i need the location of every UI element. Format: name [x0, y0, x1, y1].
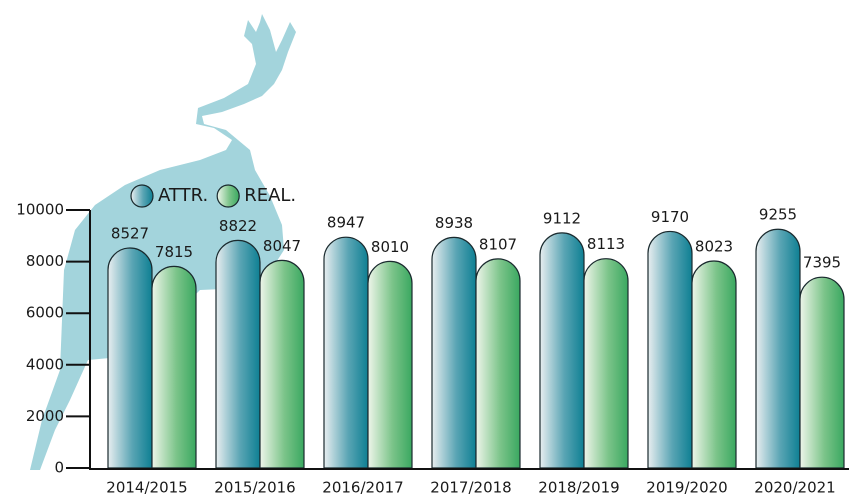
y-tick-label: 8000 [26, 252, 64, 270]
x-tick-label: 2015/2016 [214, 479, 295, 497]
value-label: 9112 [543, 209, 581, 227]
legend-swatch [130, 184, 154, 208]
x-tick-label: 2019/2020 [646, 479, 727, 497]
bar [367, 260, 413, 469]
value-label: 8947 [327, 214, 365, 232]
value-label: 8010 [371, 238, 409, 256]
value-label: 8047 [263, 237, 301, 255]
deer-silhouette [30, 14, 296, 470]
y-tick-label: 6000 [26, 304, 64, 322]
y-tick-label: 4000 [26, 355, 64, 373]
bar [431, 236, 477, 469]
value-label: 8822 [219, 217, 257, 235]
value-label: 9255 [759, 206, 797, 224]
legend-swatch [216, 184, 240, 208]
bar [647, 230, 693, 469]
value-label: 8527 [111, 225, 149, 243]
y-tick-label: 10000 [16, 201, 64, 219]
y-tick-label: 0 [54, 459, 64, 477]
value-label: 8113 [587, 235, 625, 253]
bar [323, 236, 369, 469]
value-label: 7815 [155, 243, 193, 261]
bar [151, 265, 197, 469]
bar [215, 239, 261, 469]
bar [475, 258, 521, 469]
y-tick-label: 2000 [26, 407, 64, 425]
bar [799, 276, 845, 469]
bar [107, 247, 153, 469]
x-tick-label: 2020/2021 [754, 479, 835, 497]
x-tick-label: 2016/2017 [322, 479, 403, 497]
bar [259, 259, 305, 469]
bar [755, 228, 801, 469]
x-tick-label: 2017/2018 [430, 479, 511, 497]
bar [691, 260, 737, 469]
value-label: 7395 [803, 254, 841, 272]
value-label: 8023 [695, 238, 733, 256]
bar [583, 258, 629, 469]
value-label: 9170 [651, 208, 689, 226]
x-tick-label: 2018/2019 [538, 479, 619, 497]
value-label: 8107 [479, 235, 517, 253]
legend-text: REAL. [244, 185, 296, 206]
value-label: 8938 [435, 214, 473, 232]
x-tick-label: 2014/2015 [106, 479, 187, 497]
legend-text: ATTR. [158, 185, 208, 206]
bar [539, 232, 585, 469]
